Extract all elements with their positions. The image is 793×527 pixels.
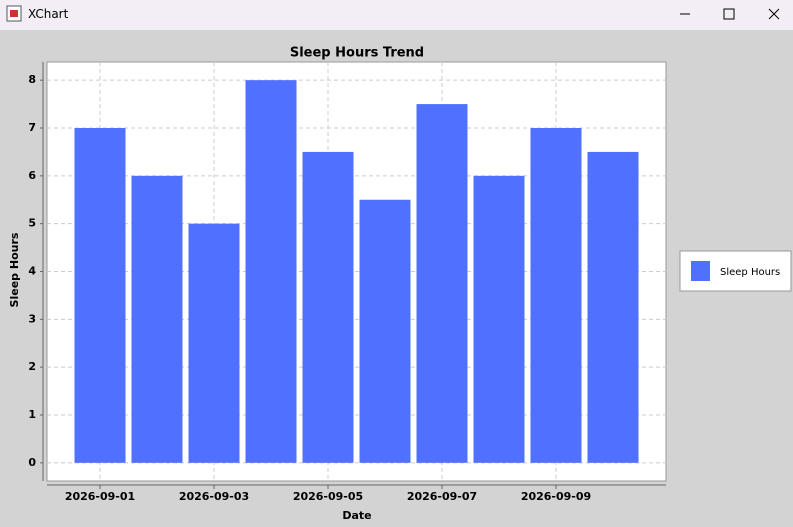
- legend-swatch: [691, 261, 710, 281]
- legend: [679, 250, 792, 292]
- y-tick-label: 7: [28, 121, 36, 134]
- x-tick-label: 2026-09-05: [293, 490, 363, 503]
- bar: [131, 175, 183, 463]
- x-tick-label: 2026-09-09: [521, 490, 591, 503]
- y-tick-label: 2: [28, 360, 36, 373]
- legend-label: Sleep Hours: [720, 267, 780, 278]
- y-tick-label: 0: [28, 456, 36, 469]
- bar: [359, 199, 411, 463]
- x-axis-title: Date: [342, 509, 371, 522]
- y-tick-label: 4: [28, 265, 36, 278]
- y-tick-label: 5: [28, 217, 36, 230]
- window-title: XChart: [28, 7, 69, 21]
- title-bar: XChart: [0, 0, 793, 30]
- window-controls: [6, 5, 780, 22]
- bar: [74, 128, 126, 463]
- bar: [302, 151, 354, 463]
- bar: [245, 80, 297, 463]
- app-icon-inner: [10, 10, 18, 17]
- y-tick-label: 8: [28, 73, 36, 86]
- y-tick-label: 3: [28, 312, 36, 325]
- y-axis-title: Sleep Hours: [8, 232, 21, 307]
- y-tick-label: 1: [28, 408, 36, 421]
- bar: [587, 151, 639, 463]
- bar: [473, 175, 525, 463]
- close-button[interactable]: [768, 8, 780, 20]
- bar: [416, 104, 468, 463]
- x-tick-label: 2026-09-07: [407, 490, 477, 503]
- bar: [530, 128, 582, 463]
- bar: [188, 223, 240, 463]
- maximize-button[interactable]: [723, 8, 735, 20]
- x-tick-label: 2026-09-03: [179, 490, 249, 503]
- y-tick-label: 6: [28, 169, 36, 182]
- x-tick-label: 2026-09-01: [65, 490, 135, 503]
- chart: Sleep Hours Trend Date Sleep Hours 0 1 2 3 4…: [8, 46, 792, 522]
- chart-title: Sleep Hours Trend: [290, 46, 424, 61]
